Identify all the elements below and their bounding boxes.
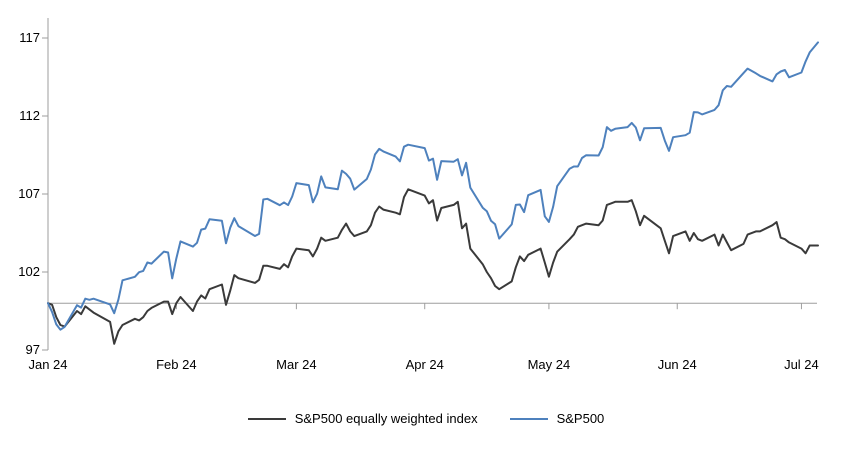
y-tick-label: 117 bbox=[19, 30, 40, 45]
x-tick-label: Jun 24 bbox=[657, 357, 697, 372]
legend: S&P500 equally weighted index S&P500 bbox=[0, 411, 852, 427]
legend-item-sp500: S&P500 bbox=[509, 411, 605, 427]
x-tick-label: Mar 24 bbox=[276, 357, 317, 372]
y-tick-label: 112 bbox=[19, 108, 40, 123]
legend-item-equal-weight: S&P500 equally weighted index bbox=[247, 411, 478, 427]
x-tick-label: May 24 bbox=[527, 357, 571, 372]
y-tick-label: 102 bbox=[18, 264, 40, 279]
equal-weight-line-swatch bbox=[247, 418, 286, 420]
legend-label-sp500: S&P500 bbox=[556, 411, 605, 426]
x-tick-label: Jan 24 bbox=[28, 357, 68, 372]
sp500-line bbox=[47, 41, 819, 331]
legend-label-equal-weight: S&P500 equally weighted index bbox=[294, 411, 478, 426]
x-tick-label: Jul 24 bbox=[784, 357, 819, 372]
y-tick-label: 107 bbox=[18, 186, 40, 201]
equal-weight-line bbox=[47, 188, 819, 345]
x-tick-label: Apr 24 bbox=[405, 357, 444, 372]
sp500-line-swatch bbox=[509, 418, 548, 420]
y-tick-label: 97 bbox=[25, 342, 40, 357]
x-tick-label: Feb 24 bbox=[156, 357, 197, 372]
